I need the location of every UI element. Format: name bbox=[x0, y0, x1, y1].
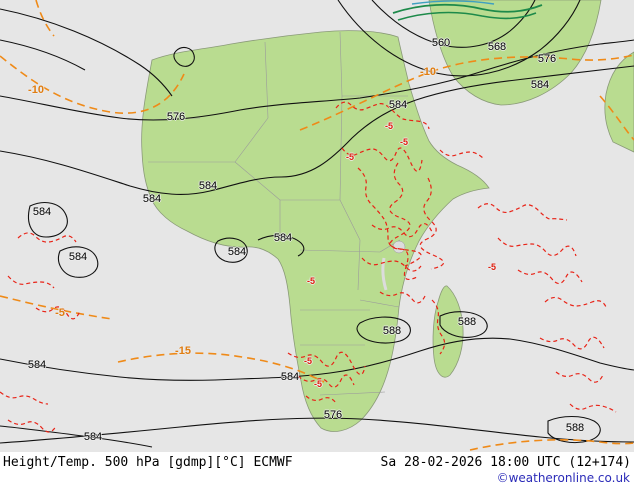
land-layer bbox=[141, 0, 634, 432]
height-contours bbox=[0, 0, 634, 448]
africa-landmass bbox=[141, 30, 490, 432]
copyright-link[interactable]: ©weatheronline.co.uk bbox=[496, 471, 630, 485]
map-datetime: Sa 28-02-2026 18:00 UTC (12+174) bbox=[380, 455, 631, 470]
footer: Height/Temp. 500 hPa [gdmp][°C] ECMWF Sa… bbox=[0, 452, 634, 490]
map-canvas: 560 568 576 584 576 584 584 584 584 584 584 584 588 5… bbox=[0, 0, 634, 452]
lake-victoria bbox=[392, 240, 406, 254]
lake-tanganyika bbox=[381, 257, 388, 291]
upper-contours bbox=[392, 0, 543, 21]
aux-contours bbox=[0, 101, 617, 433]
arabia-landmass bbox=[428, 0, 602, 106]
temperature-contours bbox=[0, 0, 634, 451]
india-landmass bbox=[604, 51, 634, 153]
madagascar-landmass bbox=[432, 285, 464, 378]
map-title: Height/Temp. 500 hPa [gdmp][°C] ECMWF bbox=[3, 455, 293, 470]
